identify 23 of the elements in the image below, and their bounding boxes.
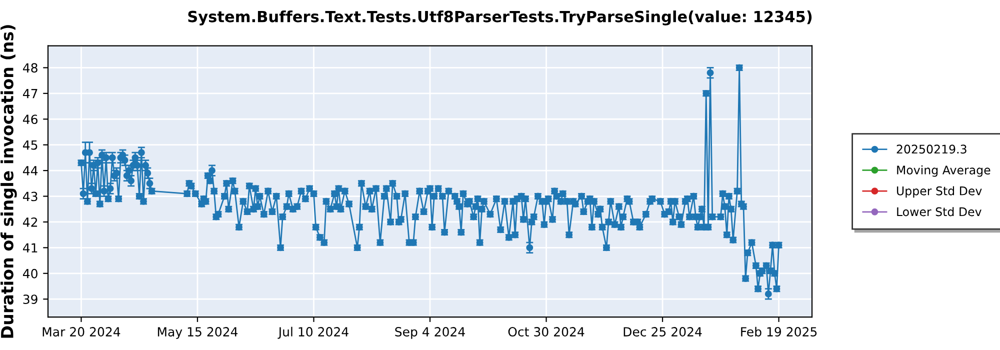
- y-tick-label: 41: [22, 243, 38, 252]
- y-tick-label: 40: [22, 268, 38, 278]
- legend-label: Lower Std Dev: [897, 207, 982, 216]
- x-tick-label: Sep 4 2024: [395, 327, 465, 339]
- y-tick-label: 39: [23, 294, 38, 304]
- y-tick-label: 48: [22, 63, 38, 73]
- y-tick-label: 46: [22, 114, 38, 124]
- y-tick-label: 43: [22, 192, 38, 202]
- y-tick-label: 44: [22, 166, 38, 176]
- y-tick-label: 45: [22, 140, 38, 150]
- legend-label: Moving Average: [897, 165, 990, 177]
- x-tick-label: May 15 2024: [158, 327, 238, 339]
- y-tick-label: 42: [22, 217, 38, 227]
- x-tick-label: Feb 19 2025: [741, 326, 817, 336]
- x-tick-label: Mar 20 2024: [42, 327, 120, 336]
- chart-title: System.Buffers.Text.Tests.Utf8ParserTests.TryParseSingle(value: 12345): [188, 10, 812, 26]
- x-tick-label: Oct 30 2024: [508, 327, 584, 336]
- y-tick-label: 47: [22, 89, 38, 98]
- x-tick-label: Dec 25 2024: [624, 327, 702, 336]
- x-tick-label: Jul 10 2024: [278, 326, 348, 339]
- y-axis-title: Duration of single invocation (ns): [0, 25, 17, 338]
- legend-label: 20250219.3: [896, 144, 966, 154]
- legend-label: Upper Std Dev: [896, 186, 982, 198]
